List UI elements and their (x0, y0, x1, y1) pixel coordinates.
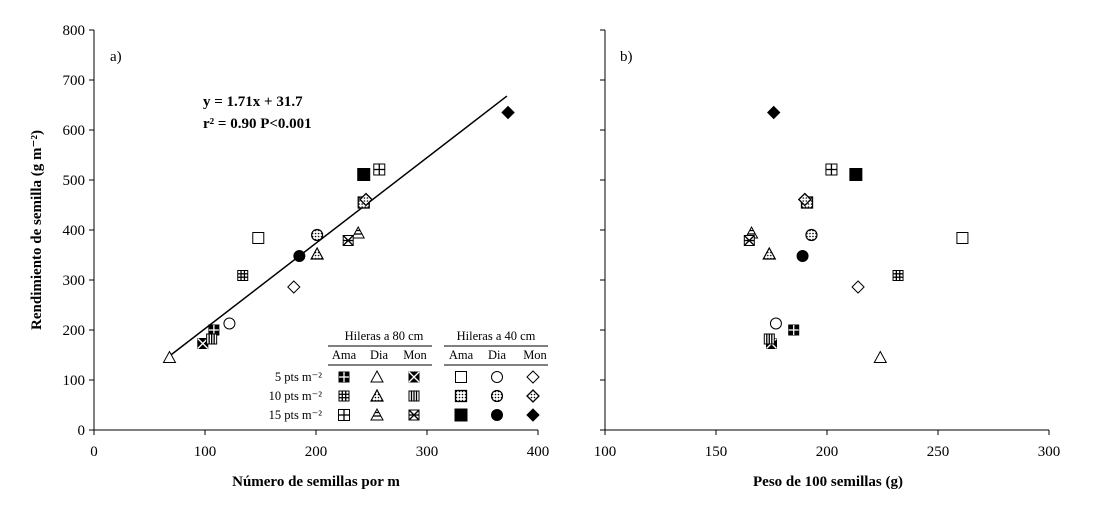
data-point-b-ama80_10 (892, 270, 904, 281)
x-tick-label-a: 0 (90, 444, 98, 460)
legend-marker-dia40_15 (491, 409, 503, 421)
data-point-a-ama80_10 (237, 270, 249, 281)
data-point-a-dia80_15 (351, 225, 366, 239)
y-tick-label-a: 600 (63, 123, 86, 139)
legend-marker-ama40_10 (454, 389, 468, 403)
data-point-b-mon80_10 (763, 333, 775, 345)
legend-marker-mon80_5 (408, 371, 420, 383)
legend-marker-mon80_15 (408, 409, 420, 421)
data-point-a-mon40_15 (501, 105, 515, 120)
y-tick-label-a: 500 (63, 173, 86, 189)
legend-marker-dia40_10 (490, 389, 504, 403)
legend-marker-mon40_15 (526, 408, 540, 422)
legend-marker-dia80_15 (370, 407, 384, 421)
legend (328, 345, 548, 422)
y-tick-label-a: 700 (63, 73, 86, 89)
x-tick-label-a: 200 (305, 444, 328, 460)
data-point-a-dia80_5 (162, 350, 177, 363)
legend-marker-ama40_5 (455, 371, 467, 383)
data-point-b-dia40_10 (805, 228, 818, 242)
y-tick-label-a: 400 (63, 223, 86, 239)
data-point-a-dia40_15 (293, 250, 306, 262)
data-point-b-dia80_5 (873, 350, 888, 363)
y-tick-label-a: 0 (78, 423, 86, 439)
legend-col-mon-80: Mon (403, 348, 427, 362)
data-point-b-ama40_15 (849, 168, 863, 181)
data-point-b-mon40_5 (851, 280, 865, 294)
legend-row-15: 15 pts m⁻² (269, 408, 323, 422)
y-tick-label-a: 200 (63, 323, 86, 339)
panel-b: b) Peso de 100 semillas (g) (620, 49, 903, 490)
regression-equation: y = 1.71x + 31.7 (203, 94, 303, 110)
legend-row-5: 5 pts m⁻² (275, 370, 322, 384)
data-point-a-mon40_5 (287, 280, 301, 294)
data-point-a-mon80_15 (342, 235, 354, 246)
panel-b-label: b) (620, 49, 633, 65)
data-point-a-dia40_5 (223, 317, 236, 330)
regression-line (167, 95, 508, 358)
data-point-a-mon80_10 (206, 333, 218, 345)
y-axis-label: Rendimiento de semilla (g m⁻²) (29, 130, 45, 330)
data-point-b-mon40_10 (797, 192, 812, 207)
legend-marker-ama80_10 (338, 390, 350, 402)
data-point-a-ama40_15 (357, 168, 371, 181)
data-point-b-ama80_15 (825, 163, 838, 176)
x-tick-label-b: 200 (816, 444, 839, 460)
data-point-a-mon40_10 (359, 192, 373, 207)
legend-row-10: 10 pts m⁻² (269, 389, 323, 403)
x-tick-label-a: 100 (194, 444, 217, 460)
data-point-b-ama40_5 (956, 232, 969, 244)
data-point-a-dia80_10 (310, 246, 325, 260)
y-tick-label-a: 800 (63, 23, 86, 39)
y-tick-label-a: 100 (63, 373, 86, 389)
legend-col-ama-80: Ama (332, 348, 357, 362)
x-tick-label-a: 300 (416, 444, 439, 460)
x-axis-label-b: Peso de 100 semillas (g) (753, 474, 903, 490)
legend-marker-ama40_15 (454, 408, 468, 422)
panel-a-label: a) (110, 49, 122, 65)
legend-col-dia-40: Dia (488, 348, 507, 362)
data-point-a-ama80_15 (373, 163, 386, 176)
legend-marker-mon80_10 (408, 390, 420, 402)
panel-a: a) y = 1.71x + 31.7 r² = 0.90 P<0.001 Re… (29, 49, 400, 490)
legend-marker-dia80_10 (369, 388, 385, 402)
panel-b-plot: 100 150 200 250 300 (594, 29, 1061, 460)
data-point-b-mon80_15 (743, 235, 755, 246)
x-tick-label-b: 100 (594, 444, 617, 460)
legend-col-ama-40: Ama (449, 348, 474, 362)
data-point-a-dia40_10 (311, 228, 324, 242)
legend-marker-dia80_5 (370, 369, 384, 383)
legend-text: Hileras a 80 cm Hileras a 40 cm Ama Dia … (269, 329, 548, 422)
legend-col-dia-80: Dia (370, 348, 389, 362)
data-point-a-ama80_5 (208, 324, 220, 336)
data-point-b-dia40_15 (796, 250, 809, 262)
x-tick-label-b: 150 (705, 444, 728, 460)
legend-marker-ama80_15 (338, 409, 350, 421)
data-point-a-ama40_5 (252, 232, 265, 244)
legend-col-mon-40: Mon (523, 348, 547, 362)
x-tick-label-a: 400 (527, 444, 550, 460)
legend-marker-mon40_10 (526, 389, 540, 403)
y-tick-label-a: 300 (63, 273, 86, 289)
legend-marker-ama80_5 (338, 371, 350, 383)
x-tick-label-b: 300 (1038, 444, 1061, 460)
regression-stats: r² = 0.90 P<0.001 (203, 116, 312, 132)
legend-group-80: Hileras a 80 cm (345, 329, 424, 343)
x-axis-label-a: Número de semillas por m (232, 474, 400, 490)
legend-marker-mon40_5 (526, 370, 540, 384)
panel-a-plot: 0 100 200 300 400 500 600 700 800 0 100 200 300 400 (63, 23, 550, 460)
legend-marker-dia40_5 (491, 371, 503, 383)
data-point-b-dia40_5 (769, 317, 782, 330)
x-tick-label-b: 250 (927, 444, 950, 460)
data-point-b-mon40_15 (767, 105, 781, 120)
data-point-b-dia80_10 (762, 246, 777, 260)
legend-group-40: Hileras a 40 cm (457, 329, 536, 343)
data-point-b-ama80_5 (788, 324, 800, 336)
